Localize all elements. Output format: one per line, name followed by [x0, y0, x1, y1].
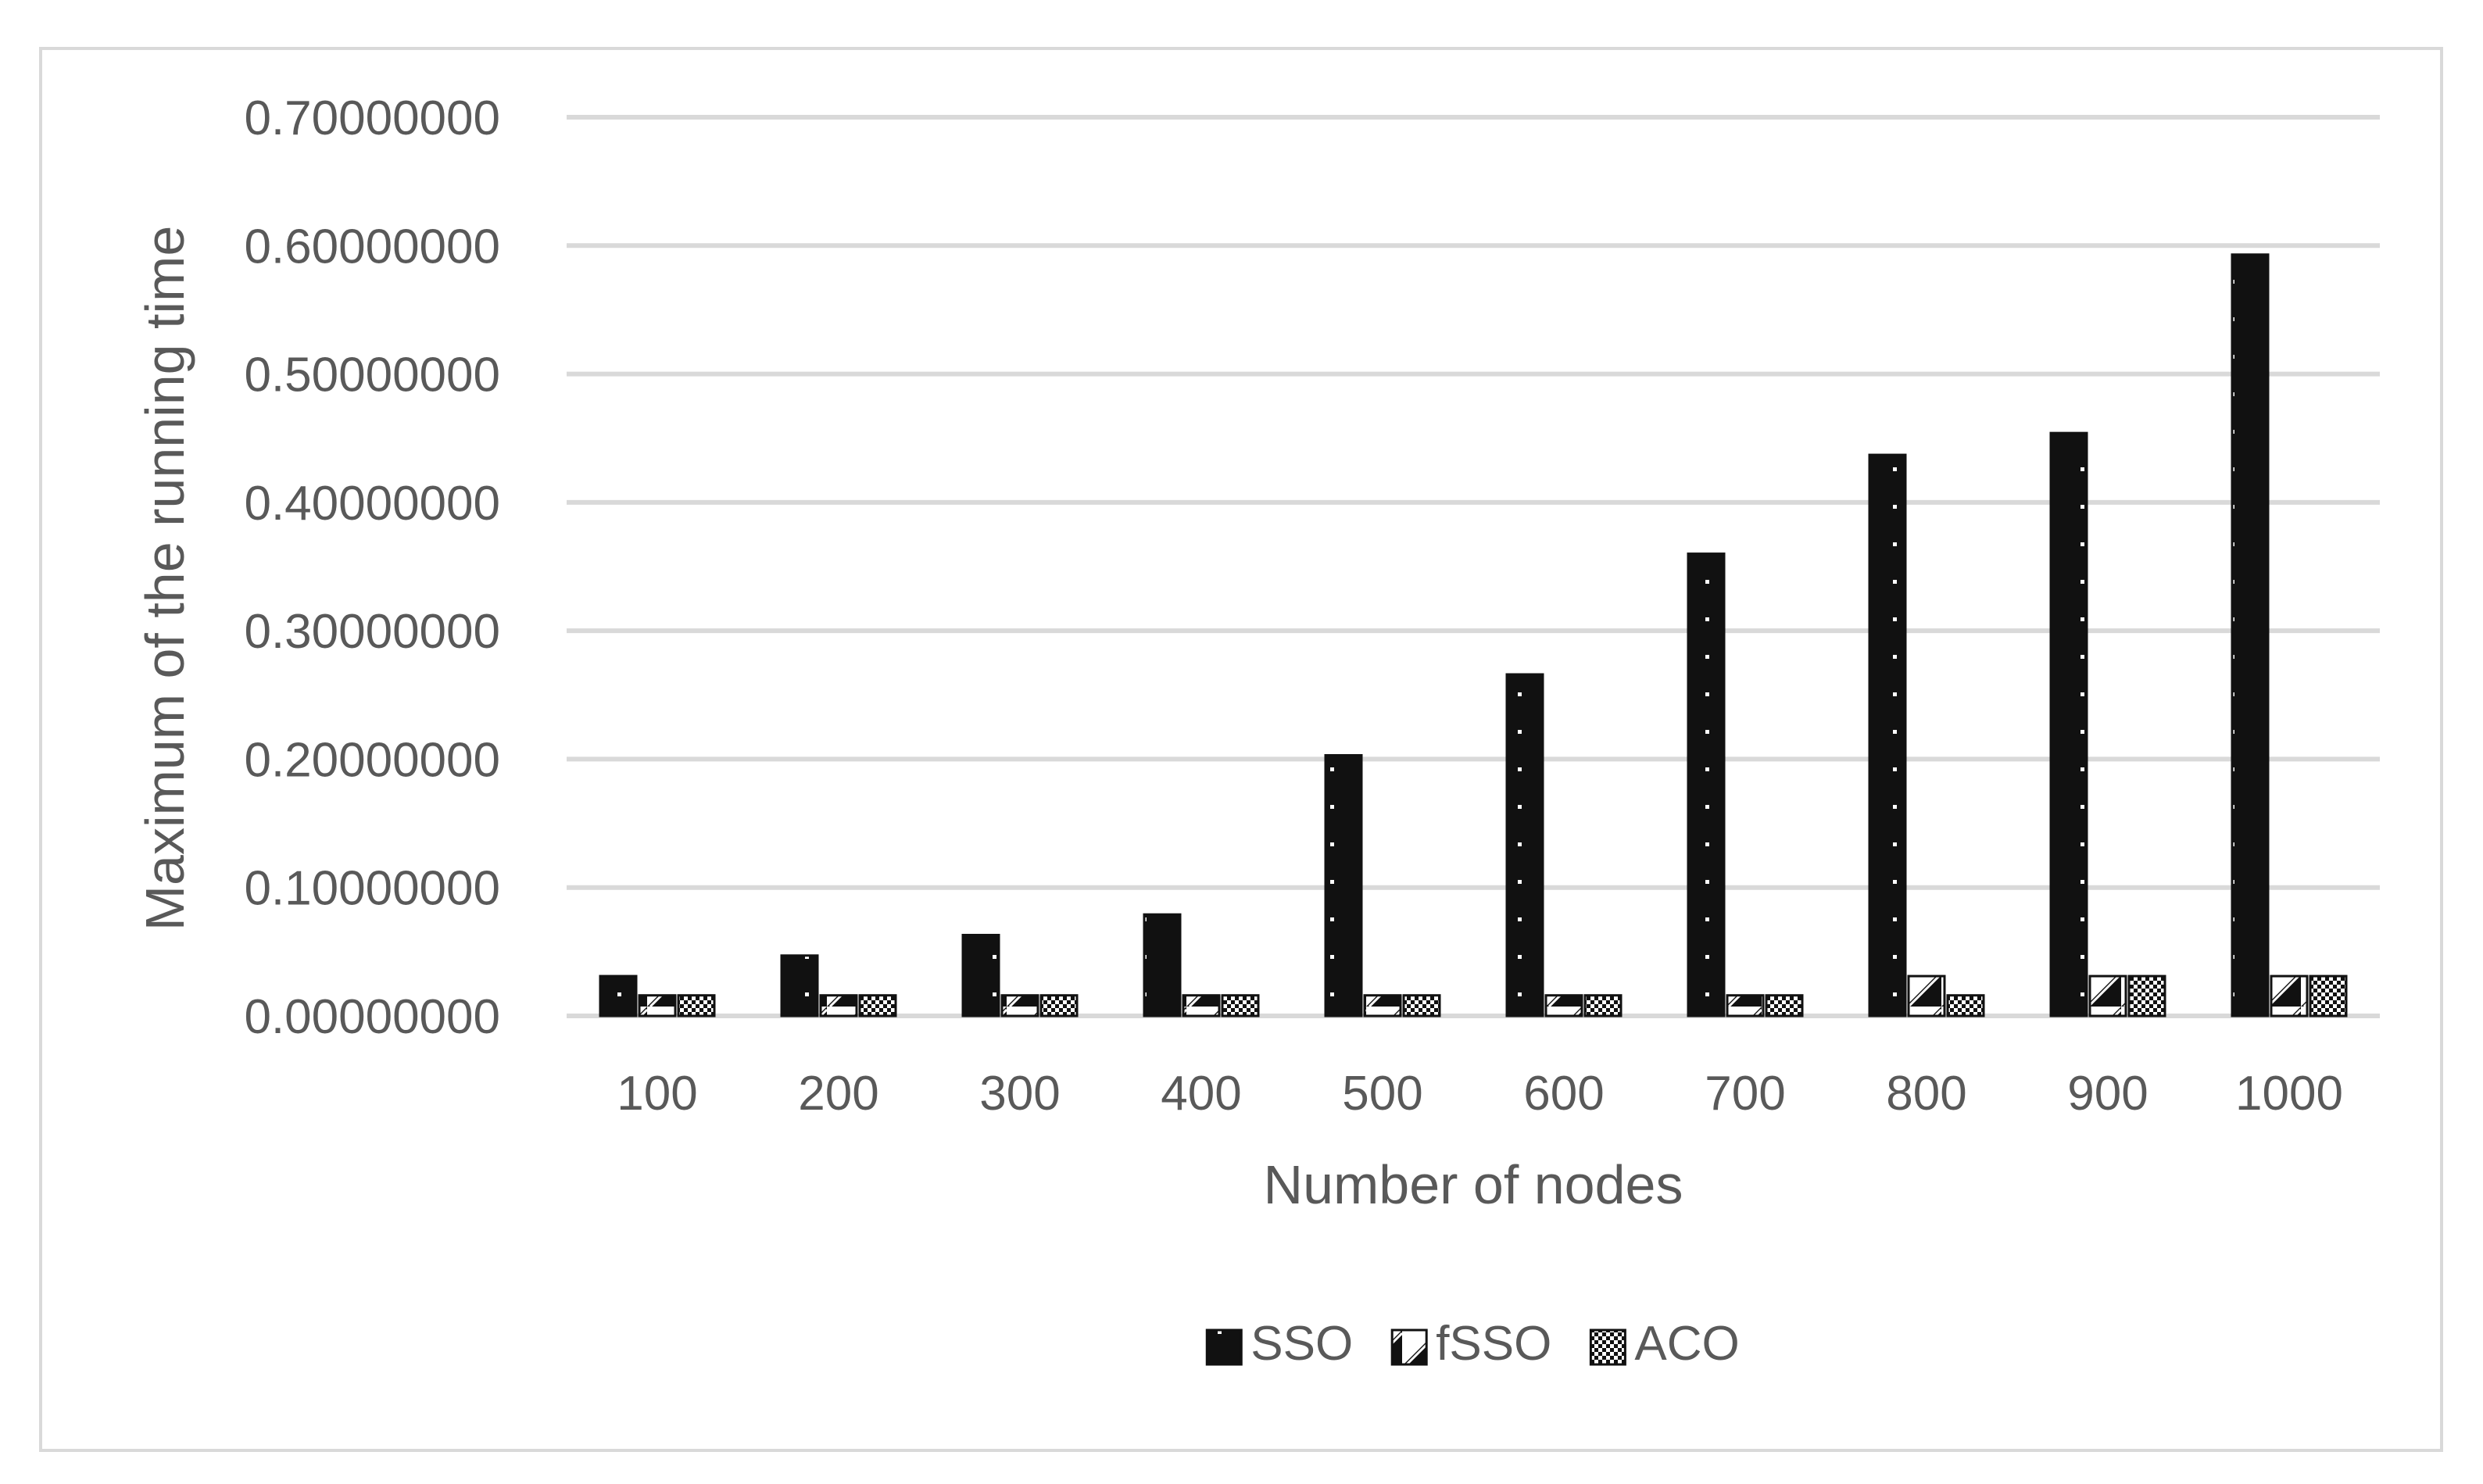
y-tick-label: 0.10000000	[244, 862, 500, 916]
bar-sso-400	[1143, 913, 1182, 1017]
legend-item-aco: ACO	[1589, 1317, 1740, 1371]
legend-swatch	[1589, 1328, 1626, 1366]
y-tick-label: 0.00000000	[244, 990, 500, 1044]
x-tick-label: 900	[2067, 1067, 2148, 1121]
bar-aco-500	[1402, 994, 1441, 1017]
y-tick-labels: 0.00000000 0.10000000 0.20000000 0.30000000…	[244, 91, 500, 1044]
legend-item-sso: SSO	[1205, 1317, 1353, 1371]
bar-sso-500	[1324, 754, 1363, 1017]
bar-sso-200	[780, 954, 819, 1017]
legend-label: fSSO	[1436, 1317, 1551, 1371]
bar-fsso-900	[2088, 974, 2127, 1017]
bar-aco-1000	[2309, 974, 2348, 1017]
x-axis-title: Number of nodes	[1264, 1154, 1683, 1215]
bar-fsso-600	[1544, 994, 1583, 1017]
bar-fsso-100	[638, 994, 677, 1017]
bar-aco-200	[858, 994, 897, 1017]
y-tick-label: 0.70000000	[244, 91, 500, 145]
bar-sso-100	[599, 974, 638, 1017]
bar-sso-300	[961, 934, 1000, 1017]
gridlines	[567, 115, 2380, 1018]
y-tick-label: 0.40000000	[244, 477, 500, 531]
bar-aco-100	[677, 994, 716, 1017]
bar-fsso-500	[1363, 994, 1402, 1017]
bar-fsso-1000	[2270, 974, 2309, 1017]
bar-sso-600	[1505, 673, 1544, 1017]
chart-frame	[39, 47, 2443, 1452]
x-tick-label: 1000	[2235, 1067, 2343, 1121]
legend-item-fsso: fSSO	[1390, 1317, 1551, 1371]
bar-sso-1000	[2231, 253, 2270, 1017]
y-axis-title: Maximum of the running time	[134, 226, 195, 932]
x-tick-labels: 100 200 300 400 500 600 700 800 900 1000	[617, 1067, 2343, 1121]
bar-aco-700	[1765, 994, 1804, 1017]
legend-swatch	[1205, 1328, 1243, 1366]
x-tick-label: 400	[1161, 1067, 1241, 1121]
x-tick-label: 200	[798, 1067, 878, 1121]
legend-swatch	[1390, 1328, 1428, 1366]
x-tick-label: 100	[617, 1067, 697, 1121]
x-tick-label: 600	[1523, 1067, 1604, 1121]
bar-fsso-200	[819, 994, 858, 1017]
bar-sso-800	[1868, 453, 1907, 1017]
y-tick-label: 0.60000000	[244, 220, 500, 274]
bar-fsso-300	[1000, 994, 1039, 1017]
legend-label: SSO	[1250, 1317, 1353, 1371]
bar-fsso-400	[1182, 994, 1221, 1017]
y-tick-label: 0.50000000	[244, 349, 500, 402]
bar-sso-900	[2049, 431, 2088, 1017]
bar-aco-800	[1946, 994, 1985, 1017]
legend-label: ACO	[1634, 1317, 1739, 1371]
bar-sso-700	[1687, 552, 1726, 1017]
y-tick-label: 0.20000000	[244, 733, 500, 787]
y-tick-label: 0.30000000	[244, 605, 500, 659]
bars	[599, 253, 2348, 1017]
x-tick-label: 300	[979, 1067, 1060, 1121]
legend: SSO fSSO ACO	[1205, 1317, 1740, 1371]
bar-aco-400	[1221, 994, 1260, 1017]
bar-fsso-700	[1726, 994, 1765, 1017]
bar-aco-300	[1039, 994, 1079, 1017]
bar-aco-600	[1583, 994, 1623, 1017]
bar-aco-900	[2127, 974, 2166, 1017]
x-tick-label: 500	[1342, 1067, 1422, 1121]
x-tick-label: 700	[1705, 1067, 1785, 1121]
x-tick-label: 800	[1886, 1067, 1966, 1121]
bar-fsso-800	[1907, 974, 1946, 1017]
